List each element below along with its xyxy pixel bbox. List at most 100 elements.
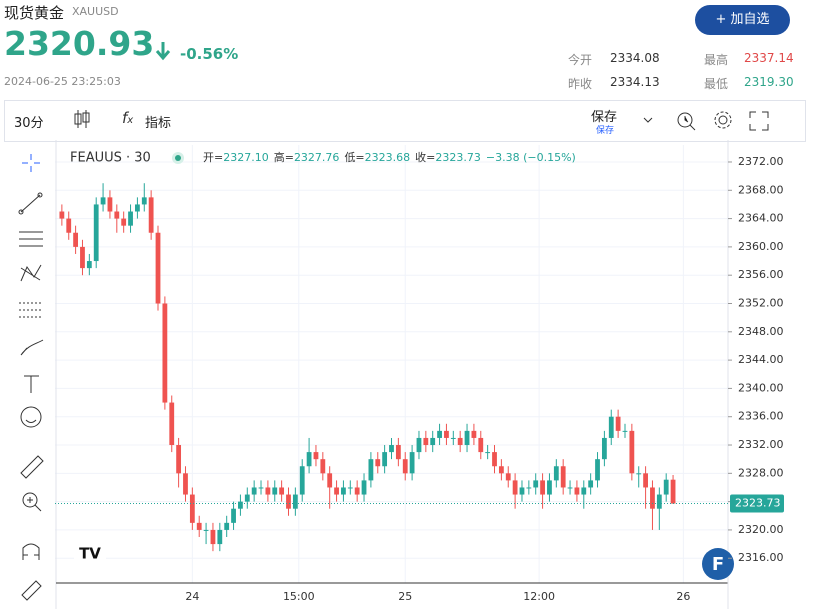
candle xyxy=(169,395,175,453)
grid xyxy=(55,145,728,583)
candle xyxy=(423,430,429,453)
candle xyxy=(162,296,168,410)
candle xyxy=(183,466,188,502)
legend-change: −3.38 (−0.15%) xyxy=(486,151,576,164)
candle-body xyxy=(114,211,120,219)
candle-body xyxy=(354,487,360,495)
candle-body xyxy=(272,487,278,495)
candle-body xyxy=(574,487,580,495)
watermark-logo xyxy=(702,548,734,580)
candle-body xyxy=(389,445,394,453)
candle-body xyxy=(395,445,401,460)
candle-body xyxy=(478,437,484,453)
add-watchlist-button[interactable]: + 加自选 xyxy=(695,5,790,35)
stat-label: 最高 xyxy=(704,53,729,67)
candle xyxy=(629,423,635,481)
candle xyxy=(650,480,655,530)
candle xyxy=(155,225,161,311)
candle xyxy=(457,430,463,453)
interval-button[interactable]: 30分 xyxy=(14,116,44,131)
candle xyxy=(80,239,85,276)
stat-value: 2337.14 xyxy=(744,51,794,65)
candle xyxy=(210,522,216,552)
candle-body xyxy=(464,430,470,446)
legend-label: 收= xyxy=(415,150,435,164)
candle xyxy=(574,480,580,502)
legend-label: 低= xyxy=(344,151,364,164)
candle xyxy=(464,423,470,453)
change: -0.56% xyxy=(180,45,239,63)
candle-body xyxy=(66,218,72,233)
candle xyxy=(286,487,291,516)
candle-body xyxy=(519,487,525,495)
candle-body xyxy=(423,437,429,446)
candle xyxy=(437,423,442,446)
candle-body xyxy=(505,473,511,481)
stat-label: 今开 xyxy=(568,53,593,67)
candle xyxy=(203,522,209,545)
candle-body xyxy=(327,473,333,488)
candle-body xyxy=(361,480,367,495)
candle xyxy=(416,430,422,460)
indicators-button[interactable]: 指标 xyxy=(145,116,172,131)
y-tick-label: 2364.00 xyxy=(738,212,784,225)
candle xyxy=(622,423,628,438)
candle-body xyxy=(608,416,614,438)
candle-body xyxy=(567,487,573,489)
candle xyxy=(135,197,140,219)
drawing-toolbar[interactable] xyxy=(0,140,56,609)
chart-type-button[interactable] xyxy=(72,108,92,130)
candle-body xyxy=(341,487,346,495)
candle-body xyxy=(135,204,140,212)
candle xyxy=(492,445,497,474)
candle-body xyxy=(251,487,257,495)
stat-label: 最低 xyxy=(704,77,729,91)
y-tick-label: 2368.00 xyxy=(738,183,784,196)
candle xyxy=(519,480,525,502)
candle-body xyxy=(176,445,182,474)
symbol: XAUUSD xyxy=(72,5,119,18)
candle-body xyxy=(650,487,655,509)
candle-body xyxy=(244,494,250,502)
candle-body xyxy=(416,437,422,453)
candle xyxy=(292,487,298,516)
down-arrow xyxy=(155,42,171,61)
toolbar-icons[interactable] xyxy=(640,110,780,132)
save-button[interactable]: 保存 xyxy=(591,110,618,125)
candle-body xyxy=(663,479,669,495)
candle xyxy=(86,253,92,276)
candle-body xyxy=(100,197,106,205)
y-tick-label: 2348.00 xyxy=(738,325,784,338)
candle xyxy=(595,452,600,488)
candle-body xyxy=(547,480,552,495)
candle-body xyxy=(656,494,662,509)
candle xyxy=(313,445,319,467)
candle xyxy=(128,204,133,233)
candle xyxy=(581,480,587,509)
legend-value: 2323.73 xyxy=(435,151,481,164)
candle-body xyxy=(636,473,642,475)
candle xyxy=(608,409,614,446)
candle xyxy=(526,480,532,495)
candle xyxy=(450,430,456,446)
candle xyxy=(382,445,388,474)
candle-body xyxy=(148,197,154,233)
candle xyxy=(485,445,491,460)
candle xyxy=(347,480,353,495)
last-price-box xyxy=(730,494,784,513)
x-tick-label: 24 xyxy=(185,590,199,603)
candle-body xyxy=(450,437,456,439)
y-tick-label: 2352.00 xyxy=(738,297,784,310)
candle-body xyxy=(601,437,607,460)
candle xyxy=(663,473,669,502)
candle-body xyxy=(560,466,566,488)
x-tick-label: 25 xyxy=(398,590,412,603)
candle xyxy=(540,473,545,509)
candle-body xyxy=(59,211,65,219)
legend-label: 高= xyxy=(274,150,294,164)
candle-body xyxy=(93,204,99,262)
candle xyxy=(73,225,79,254)
candle-body xyxy=(286,494,291,509)
candle-body xyxy=(203,529,209,531)
